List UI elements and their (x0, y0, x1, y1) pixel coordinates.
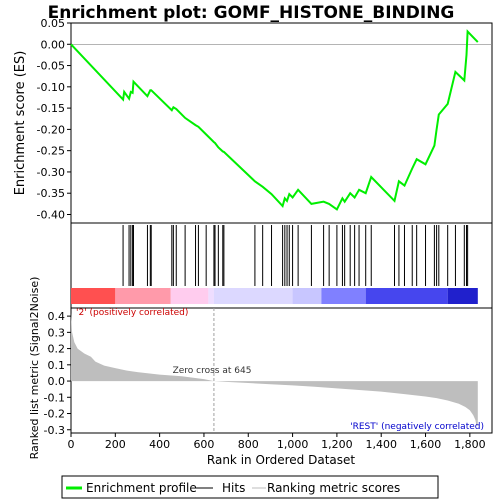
metric-y-axis-ticks: 0.4 0.3 0.2 0.1 0.0 -0.1 -0.2 -0.3 (44, 310, 71, 437)
positive-correlation-label: '2' (positively correlated) (76, 308, 188, 318)
x-axis: 0 200 400 600 800 1,000 1,200 1,400 1,600 1,800 (68, 433, 486, 451)
es-y-tick-label: -0.10 (37, 81, 65, 94)
x-tick-label: 1,400 (365, 438, 397, 451)
rank-bar-segment (447, 288, 478, 304)
legend-enrichment-label: Enrichment profile (86, 481, 197, 495)
x-tick-label: 800 (238, 438, 259, 451)
rank-bar-segment (71, 288, 116, 304)
hits-panel (70, 222, 493, 309)
x-tick-label: 1,600 (410, 438, 442, 451)
enrichment-panel: 0.05 0.00 -0.05 -0.10 -0.15 -0.20 -0.25 -0.30 -0… (13, 17, 493, 224)
es-y-axis-label: Enrichment score (ES) (13, 51, 28, 196)
es-y-axis-ticks: 0.05 0.00 -0.05 -0.10 -0.15 -0.20 -0.25 -0.30 -0… (37, 17, 492, 221)
legend-box (61, 475, 439, 499)
enrichment-plot-area (70, 22, 493, 224)
metric-y-axis-label: Ranked list metric (Signal2Noise) (28, 277, 41, 460)
x-axis-label: Rank in Ordered Dataset (207, 453, 355, 467)
metric-y-tick-label: 0.1 (48, 359, 66, 372)
metric-y-tick-label: -0.1 (44, 391, 65, 404)
metric-y-tick-label: -0.3 (44, 424, 65, 437)
x-tick-label: 1,000 (277, 438, 309, 451)
x-tick-label: 1,800 (454, 438, 486, 451)
ranking-metric-panel: Zero cross at 645 '2' (positively correl… (28, 277, 493, 460)
metric-plot-area (70, 307, 493, 434)
es-y-tick-label: -0.15 (37, 102, 65, 115)
metric-y-tick-label: -0.2 (44, 408, 65, 421)
legend: Enrichment profile Hits Ranking metric s… (61, 475, 439, 499)
hit-markers (122, 225, 469, 286)
rank-bar-segment (321, 288, 366, 304)
legend-hits-label: Hits (222, 481, 245, 495)
rank-bar-segment (208, 288, 214, 304)
es-y-tick-label: -0.25 (37, 145, 65, 158)
x-tick-label: 600 (193, 438, 214, 451)
metric-y-tick-label: 0.2 (48, 343, 66, 356)
es-y-tick-label: -0.40 (37, 208, 65, 221)
negative-correlation-label: 'REST' (negatively correlated) (350, 422, 484, 432)
es-y-tick-label: 0.05 (41, 17, 66, 30)
es-y-tick-label: 0.00 (41, 38, 66, 51)
zero-cross-label: Zero cross at 645 (173, 366, 252, 376)
es-y-tick-label: -0.20 (37, 123, 65, 136)
metric-y-tick-label: 0.0 (48, 375, 66, 388)
es-y-tick-label: -0.35 (37, 187, 65, 200)
chart-title: Enrichment plot: GOMF_HISTONE_BINDING (48, 3, 455, 23)
enrichment-profile-line (70, 29, 479, 211)
es-y-tick-label: -0.05 (37, 60, 65, 73)
x-tick-label: 200 (105, 438, 126, 451)
x-tick-label: 1,200 (321, 438, 353, 451)
rank-bar-segment (365, 288, 448, 304)
metric-y-tick-label: 0.4 (48, 310, 66, 323)
legend-metric-label: Ranking metric scores (267, 481, 400, 495)
rank-bar-segment (292, 288, 322, 304)
x-tick-label: 400 (149, 438, 170, 451)
es-y-tick-label: -0.30 (37, 166, 65, 179)
rank-bar-segment (213, 288, 293, 304)
rank-bar-segment (115, 288, 171, 304)
metric-y-tick-label: 0.3 (48, 326, 66, 339)
x-tick-label: 0 (68, 438, 75, 451)
rank-bar-segment (170, 288, 209, 304)
rank-color-bar (71, 288, 478, 304)
